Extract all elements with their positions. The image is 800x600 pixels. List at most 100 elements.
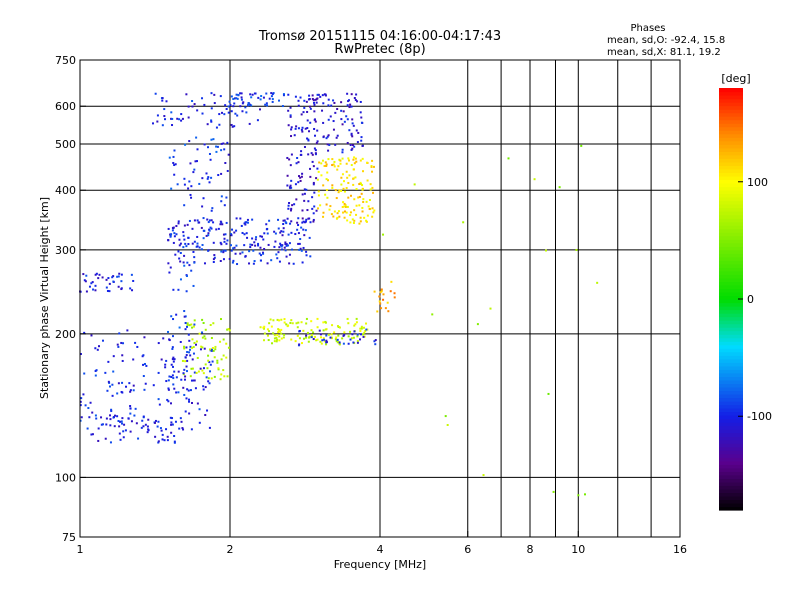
data-point <box>325 178 328 181</box>
data-point <box>207 176 210 179</box>
data-point <box>232 259 235 262</box>
data-point <box>265 92 268 95</box>
data-point <box>299 238 302 241</box>
data-point <box>347 196 350 199</box>
data-point <box>234 252 237 255</box>
data-point <box>204 363 207 366</box>
data-point <box>303 99 306 102</box>
data-point <box>322 135 325 138</box>
data-point <box>307 340 310 343</box>
data-point <box>235 229 238 232</box>
data-point <box>189 389 192 392</box>
data-point <box>331 184 334 187</box>
data-point <box>353 145 356 148</box>
data-point <box>314 153 317 156</box>
data-point <box>143 388 146 391</box>
data-point <box>340 183 343 186</box>
data-point <box>290 231 293 234</box>
data-point <box>341 173 344 176</box>
data-point <box>286 156 289 159</box>
data-point <box>180 119 183 122</box>
data-point <box>183 264 186 267</box>
data-point <box>112 280 115 283</box>
data-point <box>112 355 115 358</box>
data-point <box>366 328 369 331</box>
data-point <box>371 207 374 210</box>
data-point <box>325 163 328 166</box>
data-point <box>289 164 292 167</box>
data-point <box>288 158 291 161</box>
data-point <box>507 157 510 160</box>
data-point <box>353 156 356 159</box>
data-point <box>160 429 163 432</box>
data-point <box>175 376 178 379</box>
data-point <box>227 105 230 108</box>
y-axis-label: Stationary phase Virtual Height [km] <box>38 197 51 399</box>
data-point <box>224 233 227 236</box>
colorbar-segment <box>719 218 743 223</box>
data-point <box>172 383 175 386</box>
colorbar-segment <box>719 95 743 100</box>
data-point <box>193 168 196 171</box>
colorbar-segment <box>719 204 743 209</box>
data-point <box>338 189 341 192</box>
data-point <box>229 104 232 107</box>
colorbar-segment <box>719 161 743 166</box>
data-point <box>275 340 278 343</box>
data-point <box>225 107 228 110</box>
data-point <box>313 191 316 194</box>
data-point <box>331 164 334 167</box>
data-point <box>366 179 369 182</box>
data-point <box>347 157 350 160</box>
data-point <box>94 273 97 276</box>
data-point <box>294 233 297 236</box>
data-point <box>288 186 291 189</box>
data-point <box>183 177 186 180</box>
data-point <box>308 335 311 338</box>
data-point <box>244 255 247 258</box>
data-point <box>346 317 349 320</box>
data-point <box>169 233 172 236</box>
data-point <box>211 347 214 350</box>
y-tick-label: 750 <box>55 54 76 67</box>
data-point <box>370 165 373 168</box>
data-point <box>363 331 366 334</box>
data-point <box>371 170 374 173</box>
colorbar-segment <box>719 299 743 304</box>
data-point <box>334 111 337 114</box>
data-point <box>223 113 226 116</box>
data-point <box>121 354 124 357</box>
data-point <box>105 278 108 281</box>
data-point <box>193 103 196 106</box>
data-point <box>356 341 359 344</box>
data-point <box>161 433 164 436</box>
colorbar-segment <box>719 119 743 124</box>
data-point <box>179 417 182 420</box>
data-point <box>322 215 325 218</box>
data-point <box>166 435 169 438</box>
data-point <box>201 336 204 339</box>
data-point <box>353 219 356 222</box>
data-point <box>218 123 221 126</box>
data-point <box>172 318 175 321</box>
data-point <box>117 275 120 278</box>
data-point <box>353 209 356 212</box>
data-point <box>360 325 363 328</box>
data-point <box>156 120 159 123</box>
colorbar-segment <box>719 211 743 216</box>
data-point <box>268 322 271 325</box>
data-point <box>312 218 315 221</box>
data-point <box>146 431 149 434</box>
data-point <box>88 285 91 288</box>
data-point <box>282 230 285 233</box>
data-point <box>129 390 132 393</box>
data-point <box>359 100 362 103</box>
data-point <box>351 122 354 125</box>
data-point <box>271 100 274 103</box>
data-point <box>183 315 186 318</box>
data-point <box>271 342 274 345</box>
data-point <box>216 361 219 364</box>
data-point <box>312 183 315 186</box>
data-point <box>263 232 266 235</box>
data-point <box>190 323 193 326</box>
